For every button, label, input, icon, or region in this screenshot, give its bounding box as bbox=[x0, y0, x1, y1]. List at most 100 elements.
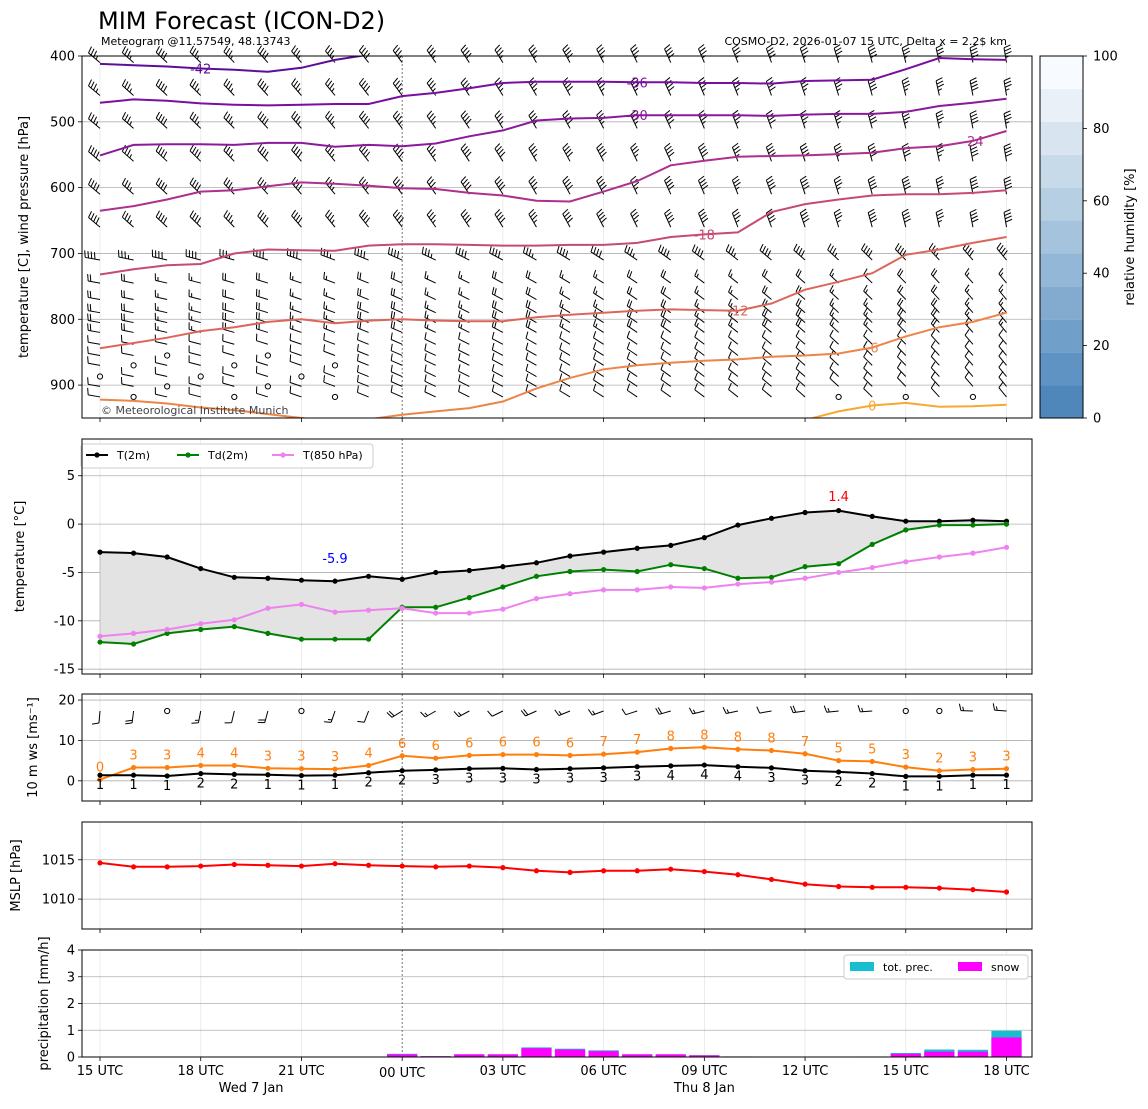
barb-feather bbox=[91, 115, 94, 121]
barb-feather bbox=[296, 50, 300, 56]
barb-feather bbox=[796, 372, 799, 378]
wind-barb bbox=[391, 351, 402, 356]
barb-feather bbox=[394, 250, 395, 257]
barb-feather bbox=[830, 372, 833, 378]
data-point bbox=[366, 763, 371, 768]
calm-circle bbox=[165, 384, 170, 389]
barb-feather bbox=[88, 251, 89, 258]
wind-barb bbox=[88, 395, 100, 397]
data-point bbox=[198, 771, 203, 776]
colorbar-band bbox=[1040, 188, 1083, 221]
barb-feather bbox=[902, 176, 908, 179]
barb-feather bbox=[465, 116, 470, 121]
barb-feather bbox=[1005, 150, 1011, 153]
barb-feather bbox=[88, 356, 89, 363]
barb-feather bbox=[904, 183, 910, 186]
barb-feather bbox=[666, 146, 671, 150]
wind-barb bbox=[729, 389, 738, 396]
barb-feather bbox=[125, 723, 132, 724]
data-point bbox=[567, 591, 572, 596]
barb-feather bbox=[937, 48, 943, 51]
data-point bbox=[198, 763, 203, 768]
barb-feather bbox=[364, 251, 365, 258]
barb-feather bbox=[734, 179, 740, 183]
wind-barb bbox=[324, 382, 335, 386]
data-point bbox=[366, 863, 371, 868]
barb-feather bbox=[420, 712, 425, 717]
wind-barb bbox=[85, 257, 100, 260]
barb-feather bbox=[659, 245, 662, 252]
barb-feather bbox=[325, 111, 329, 117]
barb-feather bbox=[531, 212, 536, 217]
barb-feather bbox=[801, 212, 807, 216]
barb-feather bbox=[497, 113, 502, 118]
barb-feather bbox=[669, 218, 674, 222]
barb-feather bbox=[427, 275, 428, 279]
barb-feather bbox=[461, 144, 466, 149]
data-point bbox=[467, 753, 472, 758]
barb-feather bbox=[769, 182, 775, 186]
isotherms: -42-36-30-24-18-12-60 bbox=[100, 43, 1007, 451]
mean-wind-label: 3 bbox=[566, 772, 574, 787]
data-point bbox=[467, 610, 472, 615]
y-axis-label: temperature [C], wind pressure [hPa] bbox=[17, 116, 32, 358]
barb-feather bbox=[192, 114, 196, 120]
barb-feather bbox=[931, 372, 935, 378]
barb-feather bbox=[904, 51, 910, 54]
barb-feather bbox=[564, 179, 569, 184]
barb-feather bbox=[593, 711, 595, 714]
wind-barb bbox=[223, 296, 235, 299]
wind-barb bbox=[357, 340, 368, 344]
mean-wind-label: 2 bbox=[834, 775, 842, 790]
barb-feather bbox=[425, 320, 426, 327]
barb-feather bbox=[228, 149, 232, 155]
barb-feather bbox=[596, 324, 597, 328]
barb-feather bbox=[466, 152, 471, 157]
wind-barb bbox=[258, 183, 268, 194]
barb-feather bbox=[661, 342, 664, 349]
barb-feather bbox=[529, 45, 534, 50]
barb-feather bbox=[735, 116, 741, 120]
barb-feather bbox=[938, 220, 942, 222]
barb-feather bbox=[433, 154, 436, 157]
barb-feather bbox=[971, 216, 977, 219]
mean-wind-label: 1 bbox=[129, 778, 137, 793]
barb-feather bbox=[92, 723, 99, 724]
barb-feather bbox=[563, 209, 568, 214]
wind-barb bbox=[391, 308, 402, 313]
barb-feather bbox=[560, 343, 562, 350]
barb-feather bbox=[161, 149, 164, 155]
barb-feather bbox=[702, 152, 708, 156]
barb-feather bbox=[425, 713, 428, 716]
barb-feather bbox=[125, 720, 132, 721]
mean-wind-label: 4 bbox=[667, 769, 675, 784]
barb-feather bbox=[531, 146, 536, 151]
barb-feather bbox=[625, 245, 627, 252]
barb-feather bbox=[693, 710, 695, 714]
barb-feather bbox=[762, 341, 765, 347]
isotherm-line bbox=[100, 131, 1007, 211]
barb-feather bbox=[791, 706, 794, 712]
barb-feather bbox=[661, 383, 664, 390]
gust-label: 3 bbox=[163, 748, 171, 763]
barb-feather bbox=[902, 78, 908, 81]
barb-feather bbox=[89, 178, 92, 184]
data-point bbox=[332, 767, 337, 772]
barb-feather bbox=[428, 250, 429, 257]
barb-feather bbox=[89, 112, 92, 118]
barb-feather bbox=[161, 84, 164, 90]
wind-barb bbox=[563, 82, 570, 95]
data-point bbox=[232, 617, 237, 622]
barb-feather bbox=[701, 215, 707, 219]
wind-barb bbox=[256, 373, 267, 377]
barb-feather bbox=[159, 213, 162, 219]
barb-feather bbox=[156, 211, 159, 217]
calm-circle bbox=[937, 708, 942, 713]
wind-barb bbox=[563, 214, 570, 227]
barb-feather bbox=[292, 144, 296, 150]
gust-label: 6 bbox=[566, 736, 574, 751]
gust-label: 5 bbox=[834, 742, 842, 757]
wind-barb bbox=[223, 373, 235, 376]
